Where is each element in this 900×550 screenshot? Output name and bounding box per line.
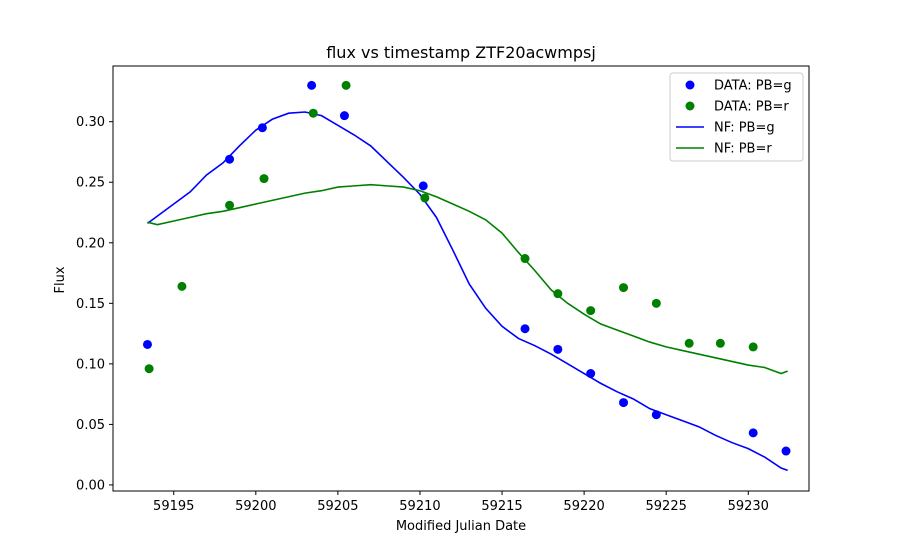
legend-label-0: DATA: PB=g — [714, 79, 792, 94]
data-point-1-5 — [341, 80, 351, 90]
x-tick-label-2: 59205 — [317, 499, 358, 514]
data-point-1-2 — [225, 200, 235, 210]
legend-label-3: NF: PB=r — [714, 142, 772, 157]
legend-label-2: NF: PB=g — [714, 121, 775, 136]
legend-marker-0 — [685, 80, 695, 90]
data-point-0-0 — [142, 339, 152, 349]
data-point-1-8 — [553, 289, 563, 299]
data-point-1-4 — [308, 108, 318, 118]
data-point-1-12 — [684, 338, 694, 348]
axes-frame — [112, 65, 810, 492]
legend: DATA: PB=g DATA: PB=r NF: PB=g NF: PB=r — [669, 72, 804, 162]
data-point-0-6 — [520, 324, 530, 334]
data-point-0-1 — [225, 154, 235, 164]
data-point-1-6 — [420, 193, 430, 203]
y-axis: 0.00 0.05 0.10 0.15 0.20 0.25 0.30 — [76, 115, 113, 493]
data-point-1-11 — [651, 298, 661, 308]
data-point-1-7 — [520, 254, 530, 264]
x-tick-label-5: 59220 — [563, 499, 604, 514]
y-tick-label-6: 0.30 — [76, 115, 105, 130]
y-tick-label-1: 0.05 — [76, 418, 105, 433]
x-tick-label-6: 59225 — [646, 499, 687, 514]
y-tick-label-2: 0.10 — [76, 357, 105, 372]
plot-area — [112, 65, 810, 492]
data-point-1-13 — [715, 338, 725, 348]
data-point-0-11 — [748, 428, 758, 438]
data-point-1-3 — [259, 174, 269, 184]
data-point-0-7 — [553, 344, 563, 354]
x-axis: 59195 59200 59205 59210 59215 59220 59225 59230 — [153, 491, 769, 514]
data-point-0-9 — [619, 398, 629, 408]
series-line-2 — [146, 111, 788, 472]
legend-marker-1 — [685, 101, 695, 111]
data-point-1-14 — [748, 342, 758, 352]
x-tick-label-0: 59195 — [153, 499, 194, 514]
data-point-1-9 — [586, 306, 596, 316]
data-point-1-0 — [144, 364, 154, 374]
x-tick-label-1: 59200 — [235, 499, 276, 514]
legend-box — [669, 72, 804, 162]
data-point-0-2 — [257, 123, 267, 133]
data-point-1-1 — [177, 281, 187, 291]
data-point-0-12 — [781, 446, 791, 456]
chart-title: flux vs timestamp ZTF20acwmpsj — [326, 43, 596, 62]
data-point-0-5 — [418, 181, 428, 191]
data-point-0-3 — [307, 80, 317, 90]
x-axis-label: Modified Julian Date — [396, 519, 526, 534]
x-tick-label-3: 59210 — [399, 499, 440, 514]
data-point-1-10 — [619, 283, 629, 293]
y-tick-label-3: 0.15 — [76, 297, 105, 312]
y-tick-label-5: 0.25 — [76, 176, 105, 191]
series-line-3 — [147, 183, 788, 375]
y-tick-label-0: 0.00 — [76, 478, 105, 493]
data-point-0-8 — [586, 369, 596, 379]
data-point-0-10 — [651, 410, 661, 420]
x-tick-label-4: 59215 — [481, 499, 522, 514]
legend-label-1: DATA: PB=r — [714, 100, 789, 115]
data-point-0-4 — [339, 111, 349, 121]
y-axis-label: Flux — [53, 266, 68, 293]
y-tick-label-4: 0.20 — [76, 236, 105, 251]
x-tick-label-7: 59230 — [728, 499, 769, 514]
